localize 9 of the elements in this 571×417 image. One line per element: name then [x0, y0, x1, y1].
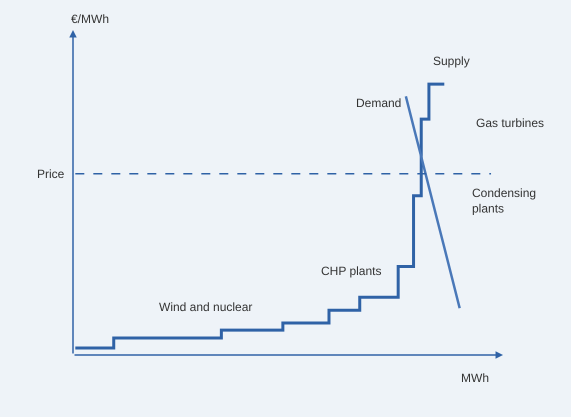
series-label: Supply — [433, 54, 470, 68]
text: Condensing plants — [472, 186, 536, 216]
y-axis-title: €/MWh — [71, 12, 110, 26]
x-axis-title: MWh — [461, 371, 489, 385]
text: Gas turbines — [476, 116, 544, 130]
ref-line-label: Price — [37, 167, 65, 181]
annotation: Wind and nuclear — [159, 300, 252, 314]
annotation: CHP plants — [321, 264, 382, 278]
series-label: Demand — [356, 96, 402, 110]
